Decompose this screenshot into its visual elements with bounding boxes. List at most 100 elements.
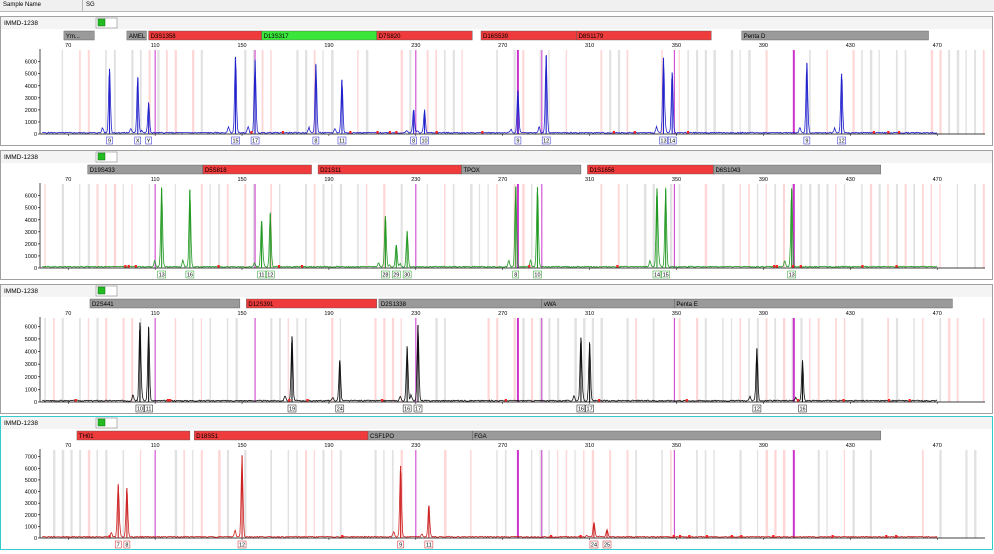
bin-region	[869, 50, 873, 134]
marker-label: D12S391	[248, 302, 274, 308]
artefact-mark	[773, 265, 776, 268]
status-icon[interactable]	[95, 17, 118, 29]
bin-region	[174, 184, 176, 268]
trace-line	[41, 54, 938, 134]
bin-region	[157, 50, 160, 134]
bin-region	[539, 318, 542, 402]
bin-region	[826, 450, 828, 538]
bin-region	[218, 184, 221, 268]
x-tick-label: 150	[237, 177, 246, 183]
allele-label: 13	[660, 139, 666, 145]
x-tick-label: 470	[933, 311, 942, 317]
bin-region	[522, 318, 525, 402]
status-icon[interactable]	[95, 417, 118, 429]
x-tick-label: 190	[324, 43, 333, 49]
artefact-mark	[633, 131, 636, 134]
status-icon[interactable]	[95, 151, 118, 163]
bin-region	[696, 50, 699, 134]
artefact-mark	[504, 399, 507, 402]
status-icon-square	[97, 418, 106, 427]
x-tick-label: 190	[324, 311, 333, 317]
allele-label: 28	[382, 273, 388, 279]
bin-region	[174, 450, 178, 538]
allele-box	[145, 136, 152, 145]
bin-region	[930, 184, 933, 268]
y-tick-label: 1000	[25, 254, 37, 260]
bin-region	[322, 450, 325, 538]
bin-region	[331, 50, 334, 134]
sample-name-value: SG	[86, 2, 95, 8]
bin-region	[869, 450, 872, 538]
bin-region	[87, 450, 91, 538]
bin-region	[339, 318, 342, 402]
bin-region	[713, 50, 716, 134]
x-tick-label: 190	[324, 443, 333, 449]
x-tick-label: 350	[672, 43, 681, 49]
bin-region	[774, 450, 777, 538]
y-tick-label: 1000	[25, 120, 37, 126]
bin-region	[548, 50, 550, 134]
artefact-mark	[277, 265, 281, 268]
artefact-mark	[341, 535, 344, 538]
x-tick-label: 430	[846, 177, 855, 183]
trace-line	[42, 186, 938, 268]
marker-label: Penta E	[676, 302, 697, 308]
artefact-mark	[908, 399, 911, 402]
allele-label: 11	[426, 543, 432, 549]
bin-region	[496, 184, 498, 268]
bin-region	[539, 50, 542, 134]
artefact-mark	[831, 535, 834, 538]
bin-region	[965, 450, 968, 538]
artefact-mark	[685, 399, 688, 402]
allele-label: 13	[789, 273, 795, 279]
bin-region	[704, 50, 707, 134]
bin-region	[513, 318, 516, 402]
bin-region	[357, 184, 359, 268]
marker-box	[89, 298, 241, 309]
allele-label: 7	[117, 543, 120, 549]
artefact-mark	[74, 399, 77, 402]
bin-region	[192, 318, 194, 402]
bin-region	[235, 318, 238, 402]
bin-region	[139, 50, 142, 134]
x-tick-label: 150	[237, 311, 246, 317]
allele-box	[533, 270, 542, 279]
x-tick-label: 470	[933, 177, 942, 183]
bin-region	[756, 318, 759, 402]
bin-region	[817, 450, 820, 538]
marker-label: D8S1179	[579, 34, 604, 40]
bin-region	[817, 318, 820, 402]
x-tick-label: 310	[585, 311, 594, 317]
allele-label: 10	[534, 273, 540, 279]
allele-box	[231, 136, 240, 145]
status-icon[interactable]	[95, 285, 118, 297]
bin-region	[895, 318, 899, 402]
bin-region	[600, 184, 603, 268]
bin-region	[244, 50, 247, 134]
allele-label: 24	[591, 543, 597, 549]
x-tick-label: 230	[411, 177, 420, 183]
bin-region	[226, 450, 230, 538]
marker-label: D6S1043	[715, 168, 741, 174]
bin-region	[61, 50, 64, 134]
bin-region	[930, 50, 934, 134]
allele-box	[659, 136, 668, 145]
bin-region	[852, 450, 855, 538]
allele-box	[157, 270, 166, 279]
bin-region	[626, 450, 629, 538]
panel-1: IMMD-1238 Ym... AMEL D3S1358 D13S317 D7S820 D1…	[0, 16, 993, 146]
bin-region	[852, 50, 855, 134]
bin-region	[557, 450, 559, 538]
bin-region	[470, 450, 472, 538]
bin-region	[122, 450, 125, 538]
y-tick-label: 4000	[25, 218, 37, 224]
sample-label: IMMD-1238	[4, 288, 38, 295]
bin-region	[61, 318, 64, 402]
bin-region	[913, 318, 915, 402]
panel-2: IMMD-1238 D19S433 D5S818 D21S11 TPOX D1S1656 D…	[0, 150, 993, 280]
bin-region	[391, 318, 395, 402]
x-tick-label: 270	[498, 43, 507, 49]
bin-region	[70, 450, 73, 538]
bin-region	[452, 184, 455, 268]
bin-region	[713, 450, 715, 538]
